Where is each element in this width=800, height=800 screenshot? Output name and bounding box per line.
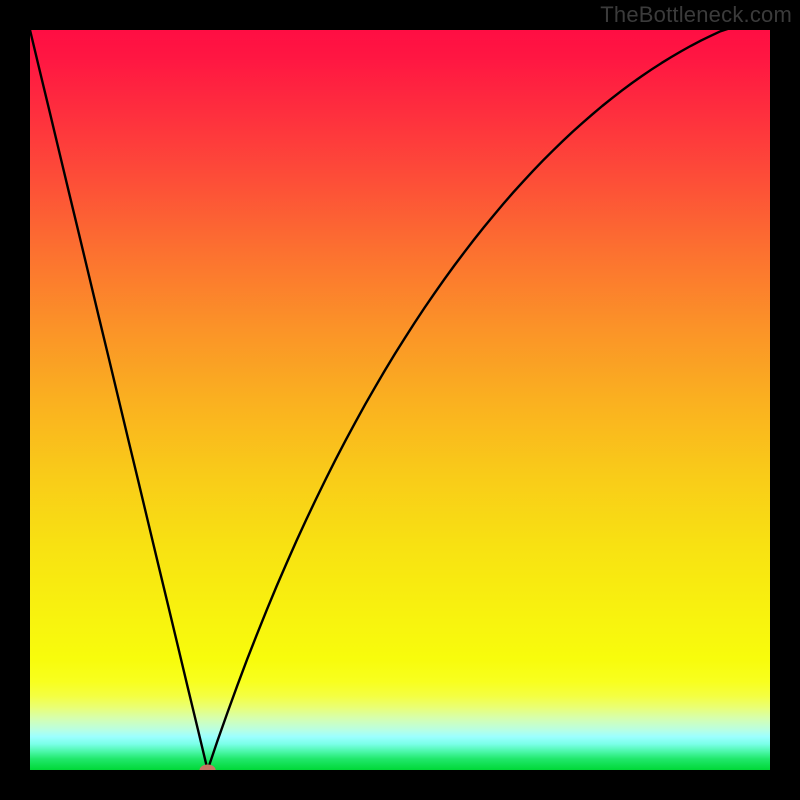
chart-root: TheBottleneck.com — [0, 0, 800, 800]
plot-background — [30, 30, 770, 770]
plot-area — [30, 30, 770, 770]
plot-svg — [30, 30, 770, 770]
watermark-text: TheBottleneck.com — [600, 2, 792, 28]
